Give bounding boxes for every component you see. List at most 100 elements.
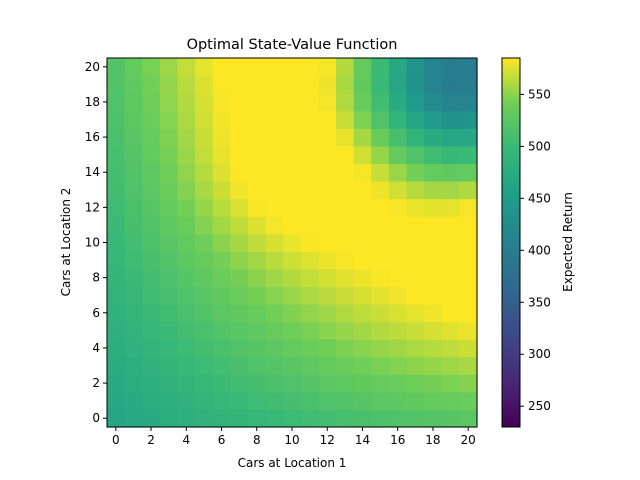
heatmap-cell [459, 286, 478, 305]
heatmap-cell [441, 286, 460, 305]
colorbar-tick-label: 300 [528, 347, 551, 361]
heatmap-cell [247, 286, 267, 305]
heatmap-cell [124, 374, 143, 393]
heatmap-cell [336, 233, 355, 252]
heatmap-cell [265, 58, 284, 77]
heatmap-cell [212, 181, 231, 200]
heatmap-cell [371, 198, 390, 217]
heatmap-cell [107, 93, 126, 112]
heatmap-cell [107, 268, 126, 288]
heatmap-cell [353, 374, 372, 393]
heatmap-cell [406, 268, 425, 288]
heatmap-cell [124, 58, 143, 77]
heatmap-cell [283, 356, 302, 375]
heatmap-cell [353, 128, 372, 147]
heatmap-cell [124, 163, 143, 182]
heatmap-cell [177, 391, 196, 411]
heatmap-cell [459, 233, 478, 252]
heatmap-cell [247, 216, 267, 235]
heatmap-cell [142, 233, 161, 252]
heatmap-cell [283, 339, 302, 358]
heatmap-cell [318, 163, 337, 182]
heatmap-cell [371, 321, 390, 340]
heatmap-cell [159, 163, 179, 182]
heatmap-cell [107, 409, 126, 428]
heatmap-cell [124, 233, 143, 252]
heatmap-cell [424, 251, 443, 270]
heatmap-cell [441, 58, 460, 77]
heatmap-cell [336, 251, 355, 270]
heatmap-cell [265, 409, 284, 428]
heatmap-cell [283, 163, 302, 182]
heatmap-cell [265, 181, 284, 200]
heatmap-cell [406, 93, 425, 112]
heatmap-cell [406, 181, 425, 200]
heatmap-cell [441, 75, 460, 94]
heatmap-cell [212, 198, 231, 217]
heatmap-cell [318, 286, 337, 305]
heatmap-cell [283, 409, 302, 428]
heatmap-cell [195, 356, 214, 375]
heatmap-cell [107, 391, 126, 411]
heatmap-cell [441, 128, 460, 147]
heatmap-cell [336, 93, 355, 112]
x-tick-label: 4 [182, 433, 190, 447]
heatmap-cell [300, 304, 320, 323]
heatmap-cell [142, 268, 161, 288]
heatmap-cell [265, 233, 284, 252]
heatmap-cell [212, 339, 231, 358]
heatmap-cell [230, 391, 249, 411]
heatmap-cell [371, 391, 390, 411]
heatmap-cell [353, 286, 372, 305]
y-tick-label: 0 [92, 411, 100, 425]
heatmap-cell [159, 233, 179, 252]
heatmap-cell [459, 93, 478, 112]
heatmap-cell [371, 286, 390, 305]
heatmap-cell [159, 339, 179, 358]
heatmap-cell [159, 58, 179, 77]
heatmap-cell [318, 233, 337, 252]
heatmap-cell [265, 374, 284, 393]
heatmap-cell [406, 58, 425, 77]
heatmap-cell [441, 391, 460, 411]
heatmap-cell [230, 286, 249, 305]
heatmap-cell [459, 339, 478, 358]
heatmap-cell [177, 58, 196, 77]
heatmap-cell [230, 321, 249, 340]
heatmap-cell [424, 75, 443, 94]
heatmap-cell [265, 251, 284, 270]
heatmap-cell [459, 304, 478, 323]
heatmap-cell [177, 93, 196, 112]
heatmap-cell [353, 163, 372, 182]
heatmap-cell [406, 128, 425, 147]
x-tick-label: 2 [147, 433, 155, 447]
heatmap-cell [247, 374, 267, 393]
heatmap-cell [195, 93, 214, 112]
heatmap-cell [406, 409, 425, 428]
heatmap-cell [212, 58, 231, 77]
heatmap-cell [336, 304, 355, 323]
heatmap-cell [406, 286, 425, 305]
heatmap-cell [318, 339, 337, 358]
heatmap-cell [124, 93, 143, 112]
heatmap-cell [195, 233, 214, 252]
heatmap-cell [230, 110, 249, 129]
heatmap-cell [406, 163, 425, 182]
heatmap-cell [283, 58, 302, 77]
heatmap-cell [212, 233, 231, 252]
heatmap-cell [318, 198, 337, 217]
heatmap-cell [353, 181, 372, 200]
heatmap-cell [230, 145, 249, 165]
heatmap-cell [388, 145, 408, 165]
heatmap-cell [124, 128, 143, 147]
heatmap-cell [177, 339, 196, 358]
heatmap-cell [283, 233, 302, 252]
heatmap-cell [300, 163, 320, 182]
heatmap-cell [283, 181, 302, 200]
heatmap-cell [142, 339, 161, 358]
heatmap-cell [195, 181, 214, 200]
heatmap-cell [441, 181, 460, 200]
heatmap-cell [300, 216, 320, 235]
x-axis: 0 2 4 6 8 10 12 14 16 18 20 [112, 427, 476, 447]
y-tick-label: 20 [85, 60, 100, 74]
